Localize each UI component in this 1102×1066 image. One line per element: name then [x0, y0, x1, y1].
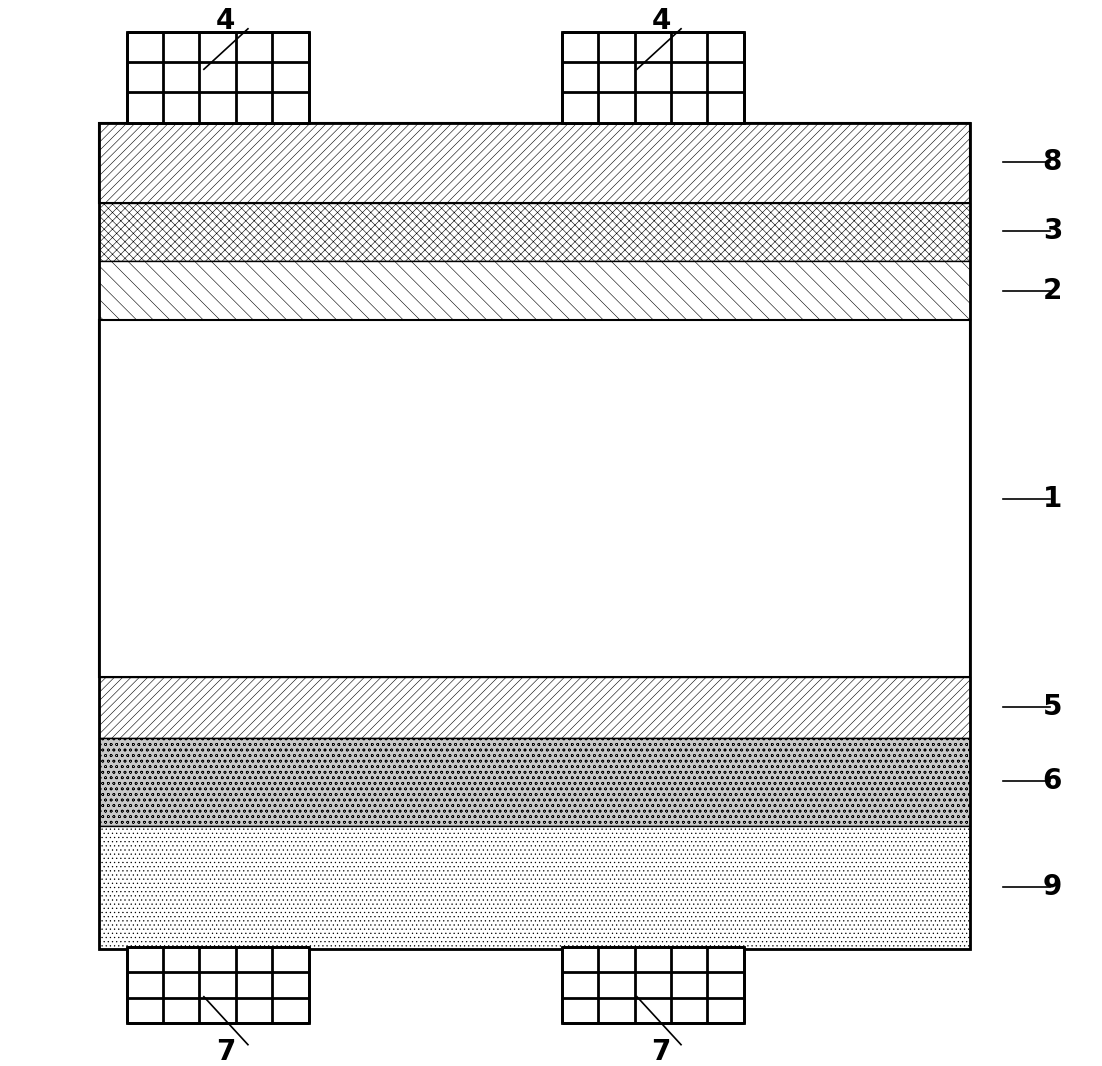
Text: 7: 7	[651, 1038, 671, 1066]
Bar	[99, 123, 970, 949]
Bar	[127, 947, 309, 1023]
Text: 1: 1	[1042, 485, 1062, 513]
Text: 3: 3	[1042, 217, 1062, 245]
Text: 6: 6	[1042, 768, 1062, 795]
Bar	[562, 947, 744, 1023]
Text: 5: 5	[1042, 693, 1062, 721]
Bar	[127, 32, 309, 123]
Text: 2: 2	[1042, 277, 1062, 305]
Bar	[99, 123, 970, 203]
Bar	[562, 32, 744, 123]
Bar	[99, 677, 970, 738]
Bar	[99, 261, 970, 320]
Bar	[99, 203, 970, 261]
Text: 8: 8	[1042, 148, 1062, 176]
Bar	[99, 738, 970, 826]
Bar	[99, 320, 970, 677]
Text: 4: 4	[651, 7, 671, 35]
Bar	[99, 826, 970, 949]
Text: 7: 7	[216, 1038, 236, 1066]
Text: 9: 9	[1042, 873, 1062, 901]
Text: 4: 4	[216, 7, 236, 35]
